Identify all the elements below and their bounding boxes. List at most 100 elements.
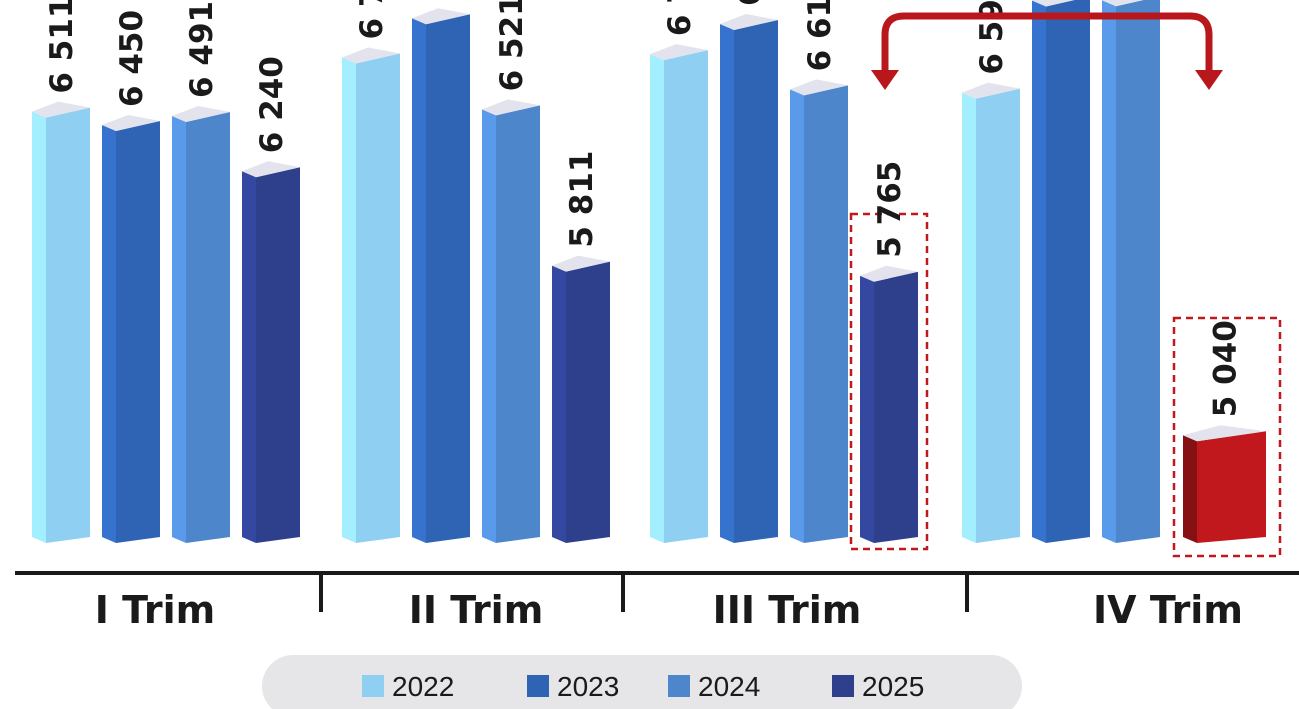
- bar-top: [32, 101, 90, 118]
- legend-swatch: [362, 675, 384, 697]
- legend-label: 2025: [862, 671, 924, 702]
- bar-side: [552, 265, 566, 543]
- bar-iv-trim-2024: [1102, 0, 1160, 543]
- bar-ii-trim-2025: [552, 255, 610, 543]
- bar-face: [976, 88, 1020, 543]
- bar-face: [566, 261, 610, 543]
- bar-side: [962, 92, 976, 543]
- bar-i-trim-2024: [172, 105, 230, 543]
- value-label: 6 612: [802, 0, 838, 71]
- bar-i-trim-2025: [242, 161, 300, 543]
- value-label: 6 757: [354, 0, 390, 39]
- value-label: 6 240: [254, 56, 290, 153]
- bar-face: [356, 53, 400, 544]
- bar-top: [412, 8, 470, 25]
- arrowhead-left-icon: [871, 70, 899, 90]
- category-label: I Trim: [95, 588, 215, 632]
- bar-side: [1102, 0, 1116, 543]
- bar-top: [102, 115, 160, 131]
- bar-side: [242, 171, 256, 543]
- legend: 2022 2023 2024 2025: [262, 655, 1022, 709]
- bar-side: [790, 89, 804, 544]
- highlight-box: [849, 212, 929, 551]
- bar-face: [426, 14, 470, 544]
- bar-top: [242, 161, 300, 178]
- bar-side: [482, 109, 496, 543]
- x-axis: I Trim II Trim III Trim IV Trim: [15, 571, 1299, 632]
- bar-face: [496, 105, 540, 543]
- legend-swatch: [832, 675, 854, 697]
- bar-side: [412, 18, 426, 544]
- bar-iii-trim-2024: [790, 79, 848, 544]
- bar-side: [650, 54, 664, 543]
- highlight-boxes: [849, 212, 1282, 558]
- bar-side: [32, 111, 46, 543]
- bar-ii-trim-2024: [482, 99, 540, 543]
- bar-face: [874, 271, 918, 543]
- bar-ii-trim-2022: [342, 47, 400, 544]
- value-label: 6 597: [974, 0, 1010, 75]
- bar-top: [342, 47, 400, 64]
- legend-label: 2022: [392, 671, 454, 702]
- bar-ii-trim-2023: [412, 8, 470, 544]
- legend-label: 2023: [557, 671, 619, 702]
- bars-layer: [32, 0, 1266, 544]
- bar-top: [650, 44, 708, 61]
- bar-iv-trim-2023: [1032, 0, 1090, 544]
- value-label: 5 040: [1208, 320, 1244, 417]
- value-label: 6 772: [662, 0, 698, 36]
- bar-iv-trim-2025: [1183, 425, 1266, 543]
- value-label: 5 765: [872, 161, 908, 258]
- bar-face: [116, 121, 160, 543]
- value-label: 6 491: [184, 1, 220, 98]
- bar-top: [1183, 425, 1266, 442]
- legend-label: 2024: [698, 671, 760, 702]
- bar-side: [102, 125, 116, 543]
- bar-top: [1032, 0, 1075, 7]
- bar-face: [1197, 431, 1266, 543]
- bar-face: [734, 20, 778, 543]
- bar-iii-trim-2025: [860, 265, 918, 543]
- category-label: IV Trim: [1093, 588, 1243, 632]
- bar-iii-trim-2023: [720, 14, 778, 543]
- bar-top: [720, 14, 778, 31]
- bar-face: [186, 111, 230, 543]
- legend-swatch: [527, 675, 549, 697]
- bar-top: [962, 82, 1020, 99]
- value-label: 6 511: [44, 0, 80, 94]
- bar-side: [1032, 0, 1046, 544]
- highlight-box: [1172, 316, 1282, 558]
- bar-side: [720, 24, 734, 543]
- bar-i-trim-2022: [32, 101, 90, 543]
- bar-top: [790, 79, 848, 96]
- bar-top: [1102, 0, 1144, 7]
- bar-top: [552, 255, 610, 272]
- bar-face: [256, 167, 300, 543]
- bar-side: [172, 115, 186, 543]
- value-label: 6 521: [494, 0, 530, 91]
- value-label: 6 909: [732, 0, 768, 6]
- bar-face: [46, 107, 90, 543]
- comparison-arrow-icon: [881, 12, 1213, 82]
- bar-side: [1183, 435, 1197, 543]
- bar-i-trim-2023: [102, 115, 160, 543]
- bar-iv-trim-2022: [962, 82, 1020, 543]
- legend-background: [262, 655, 1022, 709]
- bar-top: [482, 99, 540, 116]
- value-label: 6 450: [114, 10, 150, 107]
- bar-face: [804, 85, 848, 544]
- bar-side: [342, 57, 356, 544]
- bar-side: [860, 275, 874, 543]
- value-label: 5 811: [564, 151, 600, 248]
- legend-swatch: [668, 675, 690, 697]
- category-label: II Trim: [409, 588, 544, 632]
- bar-top: [172, 105, 230, 122]
- arrowhead-right-icon: [1195, 70, 1223, 90]
- bar-face: [1046, 0, 1090, 543]
- bar-face: [1116, 0, 1160, 543]
- bar-iii-trim-2022: [650, 44, 708, 543]
- bar-face: [664, 50, 708, 543]
- bar-top: [860, 265, 918, 282]
